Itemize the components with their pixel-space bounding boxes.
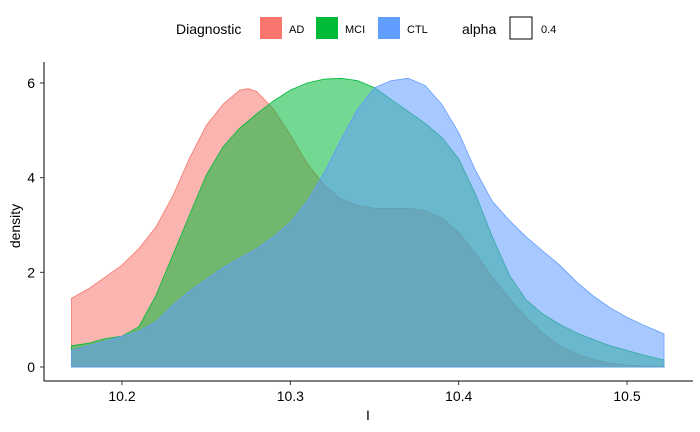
- x-tick-label: 10.5: [613, 388, 640, 404]
- legend-alpha-title: alpha: [462, 21, 496, 37]
- x-axis-label: I: [366, 407, 370, 423]
- y-axis-label: density: [7, 204, 23, 248]
- legend: Diagnostic AD MCI CTL alpha 0.4: [176, 16, 556, 40]
- x-tick-label: 10.3: [277, 388, 304, 404]
- density-area-ctl: [71, 77, 665, 368]
- y-tick-label: 2: [27, 264, 35, 280]
- y-axis-ticks: 0 2 4 6: [27, 75, 44, 375]
- legend-key-mci: [316, 17, 338, 39]
- y-tick-label: 0: [27, 359, 35, 375]
- legend-label-ctl: CTL: [407, 24, 428, 36]
- legend-key-ctl: [378, 17, 400, 39]
- legend-alpha-key: [509, 16, 533, 40]
- legend-items: AD MCI CTL: [260, 17, 428, 39]
- legend-title: Diagnostic: [176, 21, 241, 37]
- legend-label-mci: MCI: [345, 24, 365, 36]
- x-tick-label: 10.4: [445, 388, 472, 404]
- density-areas: [71, 77, 665, 368]
- legend-alpha-label: 0.4: [541, 24, 556, 36]
- x-axis-ticks: 10.2 10.3 10.4 10.5: [108, 381, 641, 404]
- x-tick-label: 10.2: [108, 388, 135, 404]
- y-tick-label: 6: [27, 75, 35, 91]
- legend-label-ad: AD: [289, 24, 304, 36]
- y-tick-label: 4: [27, 170, 35, 186]
- legend-key-ad: [260, 17, 282, 39]
